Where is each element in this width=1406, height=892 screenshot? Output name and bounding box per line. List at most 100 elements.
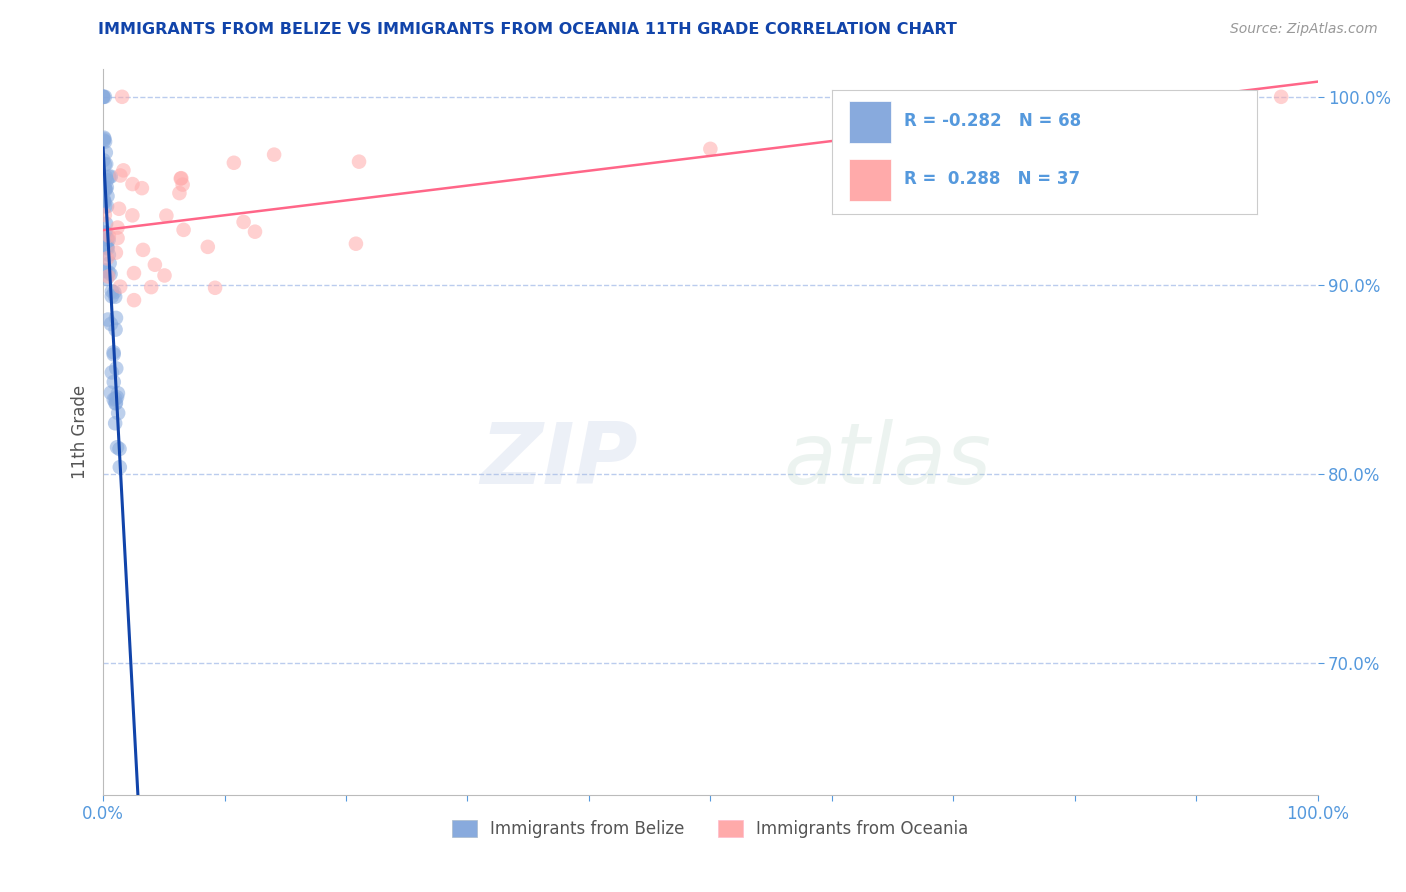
Point — [94, 217, 117, 231]
Point — [699, 142, 721, 156]
Point — [94, 135, 117, 149]
Point — [93, 194, 115, 209]
Point — [91, 90, 114, 104]
Point — [96, 189, 118, 203]
Point — [107, 220, 129, 235]
Point — [93, 132, 115, 146]
Point — [107, 386, 129, 401]
Point — [100, 267, 122, 281]
Point — [97, 312, 120, 326]
Point — [132, 243, 155, 257]
Point — [100, 385, 122, 400]
Point — [96, 239, 118, 253]
Point — [93, 181, 115, 195]
Point — [103, 375, 125, 389]
Point — [172, 178, 194, 192]
Text: Source: ZipAtlas.com: Source: ZipAtlas.com — [1230, 22, 1378, 37]
Point — [101, 366, 124, 380]
Point — [104, 417, 127, 431]
Point — [243, 225, 266, 239]
Point — [111, 90, 134, 104]
Point — [101, 289, 124, 303]
Point — [107, 231, 129, 245]
Point — [97, 233, 120, 247]
Point — [197, 240, 219, 254]
Point — [122, 293, 145, 307]
Point — [97, 242, 120, 256]
Point — [347, 154, 370, 169]
Point — [107, 406, 129, 420]
Point — [93, 263, 115, 277]
Point — [263, 147, 285, 161]
Point — [170, 171, 193, 186]
Point — [112, 163, 135, 178]
Point — [103, 345, 125, 359]
Y-axis label: 11th Grade: 11th Grade — [72, 384, 89, 479]
Point — [153, 268, 176, 283]
Point — [105, 390, 128, 404]
Text: atlas: atlas — [783, 419, 991, 502]
Point — [170, 171, 193, 186]
Point — [108, 460, 131, 475]
Point — [108, 442, 131, 456]
Point — [104, 396, 127, 410]
Point — [105, 310, 128, 325]
Point — [97, 248, 120, 262]
Point — [104, 323, 127, 337]
Point — [97, 265, 120, 279]
Point — [94, 226, 117, 240]
Point — [100, 317, 122, 331]
Point — [96, 180, 118, 194]
Point — [94, 237, 117, 252]
Point — [91, 90, 114, 104]
Point — [94, 208, 117, 222]
Point — [104, 392, 127, 406]
Point — [173, 223, 195, 237]
Point — [94, 169, 117, 184]
Point — [94, 200, 117, 214]
Point — [96, 173, 118, 187]
Point — [204, 281, 226, 295]
Point — [104, 245, 127, 260]
Point — [98, 256, 121, 270]
Legend: Immigrants from Belize, Immigrants from Oceania: Immigrants from Belize, Immigrants from … — [446, 813, 976, 845]
Point — [131, 181, 153, 195]
Point — [96, 272, 118, 286]
Point — [105, 440, 128, 454]
Point — [121, 208, 143, 222]
Point — [94, 226, 117, 240]
Point — [155, 209, 177, 223]
Point — [143, 258, 166, 272]
Point — [97, 269, 120, 284]
Point — [344, 236, 367, 251]
Point — [169, 186, 191, 200]
Point — [108, 202, 131, 216]
Point — [94, 157, 117, 171]
Text: ZIP: ZIP — [479, 419, 637, 502]
Point — [94, 263, 117, 277]
Point — [93, 90, 115, 104]
Point — [96, 240, 118, 254]
Point — [96, 232, 118, 246]
Point — [103, 392, 125, 407]
Point — [94, 145, 117, 160]
Point — [104, 290, 127, 304]
Point — [108, 279, 131, 293]
Point — [98, 169, 121, 184]
Point — [96, 199, 118, 213]
Point — [101, 285, 124, 299]
Point — [93, 193, 115, 207]
Point — [110, 169, 132, 183]
Point — [105, 361, 128, 376]
Point — [100, 169, 122, 184]
Point — [1270, 90, 1292, 104]
Point — [94, 181, 117, 195]
Point — [94, 90, 117, 104]
Point — [122, 266, 145, 280]
Point — [94, 182, 117, 196]
Point — [141, 280, 163, 294]
Text: IMMIGRANTS FROM BELIZE VS IMMIGRANTS FROM OCEANIA 11TH GRADE CORRELATION CHART: IMMIGRANTS FROM BELIZE VS IMMIGRANTS FRO… — [98, 22, 957, 37]
Point — [93, 130, 115, 145]
Point — [232, 215, 254, 229]
Point — [93, 133, 115, 147]
